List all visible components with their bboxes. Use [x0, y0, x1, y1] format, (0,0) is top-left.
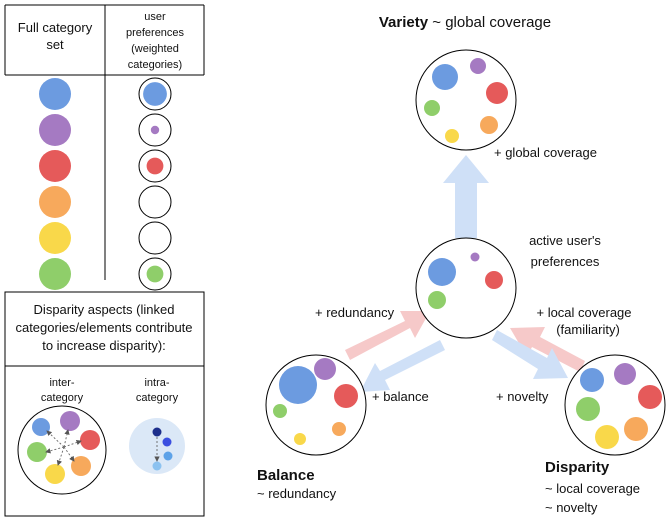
pref-green-dot	[146, 265, 164, 283]
link-arrow	[56, 446, 65, 466]
inter-orange-dot	[71, 456, 91, 476]
full-set-blue-dot	[39, 78, 71, 110]
novelty-arrow	[492, 330, 568, 379]
pref-red-dot	[146, 157, 164, 175]
intra-category-example	[129, 418, 185, 474]
disparity-subtitle-line2: ~ novelty	[545, 500, 598, 515]
inter-blue-dot	[32, 418, 50, 436]
disparity-aspects-box: Disparity aspects (linked categories/ele…	[4, 291, 205, 517]
balance-purple-dot	[314, 358, 336, 380]
full-category-header-line1: Full category	[18, 20, 93, 35]
variety-node: Variety ~ global coverage + global cover…	[379, 14, 597, 160]
intra-dot-blue	[162, 437, 172, 447]
variety-orange-dot	[480, 116, 498, 134]
global-coverage-edge-label: + global coverage	[494, 145, 597, 160]
disparity-title: Disparity	[545, 459, 610, 476]
center-blue-dot	[428, 258, 456, 286]
active-user-node: active user's preferences	[415, 233, 601, 339]
variety-yellow-dot	[445, 129, 459, 143]
balance-green-dot	[273, 404, 287, 418]
center-purple-dot	[470, 252, 480, 262]
user-pref-header-line1: user	[144, 11, 166, 23]
center-label-line2: preferences	[531, 254, 600, 269]
balance-title: Balance	[257, 467, 315, 484]
disparity-orange-dot	[624, 417, 648, 441]
balance-edge-label: + balance	[372, 389, 429, 404]
user-pref-header-line3: (weighted	[131, 43, 179, 55]
category-table: Full category set user preferences (weig…	[4, 4, 205, 291]
disparity-green-dot	[576, 397, 600, 421]
user-pref-header-line2: preferences	[126, 27, 185, 39]
link-arrow	[63, 439, 82, 448]
pref-yellow-ring	[138, 221, 172, 255]
disparity-aspects-title-line3: to increase disparity):	[42, 338, 166, 353]
inter-green-dot	[27, 442, 47, 462]
local-coverage-edge-label-line2: (familiarity)	[556, 322, 620, 337]
pref-orange-ring	[138, 185, 172, 219]
disparity-yellow-dot	[595, 425, 619, 449]
balance-orange-dot	[332, 422, 346, 436]
variety-blue-dot	[432, 64, 458, 90]
intra-category-label-line1: intra-	[144, 377, 169, 389]
balance-node: + redundancy + balance Balance ~ redunda…	[257, 305, 429, 501]
balance-yellow-dot	[294, 433, 306, 445]
balance-red-dot	[334, 384, 358, 408]
inter-category-label-line2: category	[41, 392, 84, 404]
inter-yellow-dot	[45, 464, 65, 484]
pref-blue-dot	[143, 82, 167, 106]
inter-category-label-line1: inter-	[49, 377, 74, 389]
disparity-red-dot	[638, 385, 662, 409]
balance-arrow	[360, 340, 445, 392]
disparity-node: + local coverage (familiarity) + novelty…	[496, 305, 666, 515]
novelty-edge-label: + novelty	[496, 389, 549, 404]
local-coverage-arrow	[510, 327, 585, 372]
variety-title: Variety ~ global coverage	[379, 14, 551, 31]
disparity-aspects-title-line2: categories/elements contribute	[15, 320, 192, 335]
local-coverage-edge-label-line1: + local coverage	[536, 305, 631, 320]
intra-dot-lightblue	[152, 461, 162, 471]
full-set-purple-dot	[39, 114, 71, 146]
full-set-red-dot	[39, 150, 71, 182]
disparity-blue-dot	[580, 368, 604, 392]
inter-purple-dot	[60, 411, 80, 431]
intra-category-label-line2: category	[136, 392, 179, 404]
user-pref-header-line4: categories)	[128, 59, 182, 71]
full-category-header-line2: set	[46, 37, 64, 52]
redundancy-arrow	[345, 311, 430, 360]
variety-purple-dot	[470, 58, 486, 74]
link-arrow	[63, 429, 70, 448]
center-red-dot	[485, 271, 503, 289]
full-set-orange-dot	[39, 186, 71, 218]
disparity-purple-dot	[614, 363, 636, 385]
link-arrow	[45, 446, 65, 454]
intra-dot-darkblue	[152, 427, 162, 437]
variety-title-bold: Variety	[379, 14, 429, 31]
disparity-subtitle-line1: ~ local coverage	[545, 481, 640, 496]
pref-purple-dot	[150, 125, 160, 135]
link-arrow	[63, 446, 75, 462]
redundancy-edge-label: + redundancy	[315, 305, 395, 320]
intra-dot-midblue	[163, 451, 173, 461]
inter-red-dot	[80, 430, 100, 450]
disparity-aspects-title-line1: Disparity aspects (linked	[34, 302, 175, 317]
variety-red-dot	[486, 82, 508, 104]
full-set-yellow-dot	[39, 222, 71, 254]
variety-subtitle: ~ global coverage	[428, 14, 551, 31]
center-green-dot	[428, 291, 446, 309]
variety-arrow	[443, 155, 489, 238]
balance-subtitle: ~ redundancy	[257, 486, 337, 501]
variety-green-dot	[424, 100, 440, 116]
center-label-line1: active user's	[529, 233, 601, 248]
full-set-green-dot	[39, 258, 71, 290]
inter-category-example	[17, 405, 107, 495]
balance-blue-dot	[279, 366, 317, 404]
